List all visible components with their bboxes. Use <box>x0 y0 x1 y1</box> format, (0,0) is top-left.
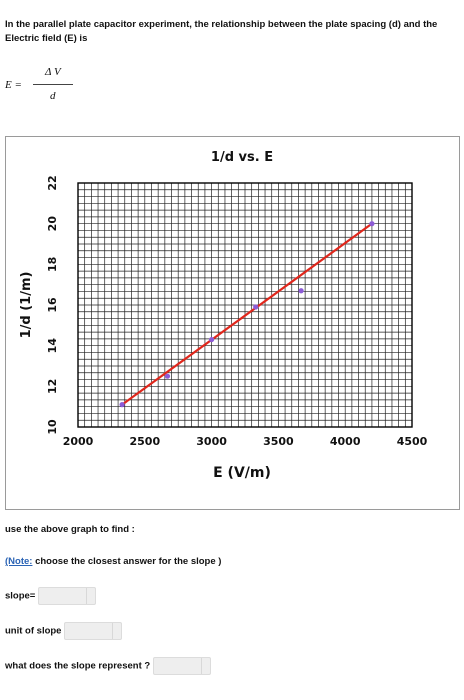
find-instruction: use the above graph to find : <box>5 524 135 535</box>
unit-question: unit of slope <box>5 622 123 640</box>
problem-statement: In the parallel plate capacitor experime… <box>5 19 438 44</box>
y-tick-label: 12 <box>46 379 59 394</box>
x-tick-label: 3500 <box>263 435 294 448</box>
chart-frame: 1/d vs. E E (V/m) 1/d (1/m) 2000 2500 3000 350… <box>5 136 460 510</box>
slope-label: slope= <box>5 590 36 602</box>
dropdown-caret-icon <box>112 623 121 639</box>
scatter-chart: 1/d vs. E E (V/m) 1/d (1/m) 2000 2500 3000 350… <box>19 150 428 481</box>
note-text: choose the closest answer for the slope … <box>32 556 222 567</box>
data-point <box>253 304 259 310</box>
y-tick-label: 14 <box>46 338 59 354</box>
slope-note: (Note: choose the closest answer for the… <box>5 556 221 567</box>
unit-label: unit of slope <box>5 625 62 637</box>
note-link[interactable]: (Note: <box>5 556 33 567</box>
data-point <box>209 336 215 343</box>
x-tick-label: 3000 <box>196 435 227 448</box>
formula-numerator: Δ V <box>45 66 61 78</box>
x-tick-label: 2000 <box>63 435 94 448</box>
slope-answer-dropdown[interactable] <box>38 587 97 605</box>
y-tick-label: 16 <box>46 297 59 313</box>
represent-answer-dropdown[interactable] <box>152 657 211 675</box>
y-tick-label: 10 <box>46 419 59 435</box>
represent-label: what does the slope represent ? <box>5 660 151 672</box>
dropdown-caret-icon <box>86 588 95 604</box>
trend-line <box>121 222 373 406</box>
plot-area-border <box>77 182 413 428</box>
electric-field-formula: E = Δ V d <box>5 62 95 112</box>
dropdown-caret-icon <box>200 658 210 674</box>
fraction-bar <box>33 84 73 85</box>
x-tick-label: 4500 <box>397 435 428 448</box>
data-point <box>164 373 171 379</box>
x-tick-label: 2500 <box>129 435 160 448</box>
y-axis-label: 1/d (1/m) <box>19 272 34 339</box>
formula-lhs: E = <box>5 79 22 91</box>
data-point <box>369 221 375 227</box>
data-point <box>119 402 125 408</box>
data-point <box>298 288 304 294</box>
unit-answer-dropdown[interactable] <box>64 622 123 640</box>
y-tick-label: 18 <box>46 257 59 272</box>
formula-denominator: d <box>50 90 56 102</box>
chart-title: 1/d vs. E <box>211 150 273 165</box>
slope-question: slope= <box>5 587 97 605</box>
represent-question: what does the slope represent ? <box>5 657 211 675</box>
y-tick-label: 22 <box>46 175 59 190</box>
x-tick-label: 4000 <box>330 435 361 448</box>
y-tick-label: 20 <box>46 216 59 232</box>
x-axis-label: E (V/m) <box>213 465 271 481</box>
